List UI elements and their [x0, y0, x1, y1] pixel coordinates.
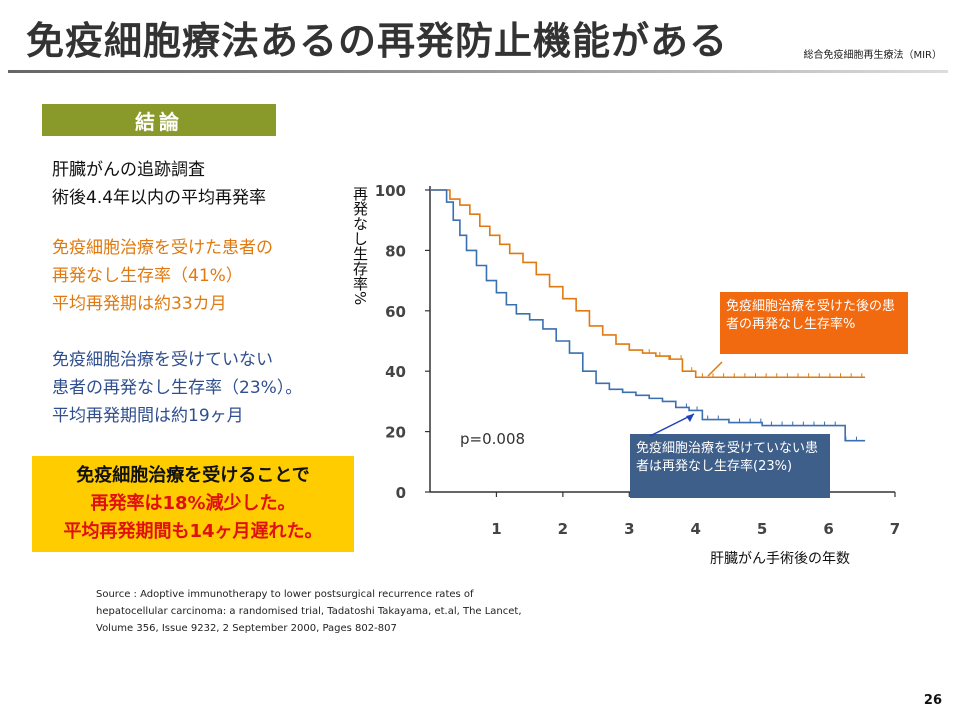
untreated-description: 免疫細胞治療を受けていない 患者の再発なし生存率（23%）。 平均再発期間は約1… [52, 346, 302, 430]
treated-description: 免疫細胞治療を受けた患者の 再発なし生存率（41%） 平均再発期は約33カ月 [52, 234, 273, 318]
page-title: 免疫細胞療法あるの再発防止機能がある [26, 19, 729, 63]
study-line2: 術後4.4年以内の平均再発率 [52, 188, 267, 208]
highlight-line3: 平均再発期間も14ヶ月遅れた。 [63, 521, 323, 542]
series-line-treated [430, 189, 866, 379]
treated-line3: 平均再発期は約33カ月 [52, 294, 227, 314]
chart-series [430, 189, 866, 442]
y-tick-label: 60 [385, 303, 406, 321]
x-tick-label: 1 [491, 520, 501, 538]
y-tick-label: 0 [396, 484, 406, 502]
treated-annotation-text: 免疫細胞治療を受けた後の患 [726, 298, 895, 314]
treated-annotation-bg [720, 292, 908, 354]
y-tick-label: 100 [375, 182, 406, 200]
study-description: 肝臓がんの追跡調査 術後4.4年以内の平均再発率 [52, 156, 266, 212]
treated-arrow [707, 361, 723, 377]
highlight-line2: 再発率は18%減少した。 [90, 493, 296, 514]
x-tick-label: 7 [890, 520, 900, 538]
title-divider [8, 70, 948, 73]
source-line1: Source : Adoptive immunotherapy to lower… [96, 589, 474, 600]
x-tick-label: 2 [558, 520, 568, 538]
p-value-label: p=0.008 [460, 430, 525, 448]
source-line3: Volume 356, Issue 9232, 2 September 2000… [96, 623, 397, 634]
untreated-line1: 免疫細胞治療を受けていない [52, 350, 273, 370]
untreated-arrowhead [686, 414, 694, 422]
x-tick-label: 5 [757, 520, 767, 538]
treated-line1: 免疫細胞治療を受けた患者の [52, 238, 273, 258]
source-line2: hepatocellular carcinoma: a randomised t… [96, 606, 522, 617]
series-line-untreated [430, 189, 866, 442]
x-axis-label: 肝臓がん手術後の年数 [710, 551, 850, 567]
y-tick-label: 40 [385, 363, 406, 381]
source-citation: Source : Adoptive immunotherapy to lower… [96, 586, 522, 637]
subtitle: 総合免疫細胞再生療法（MIR） [803, 50, 942, 61]
untreated-annotation-text: 者は再発なし生存率(23%) [636, 458, 792, 474]
x-tick-label: 6 [823, 520, 833, 538]
treated-line2: 再発なし生存率（41%） [52, 266, 243, 286]
untreated-annotation-bg [630, 434, 830, 498]
y-axis-label: 再発なし生存率% [351, 186, 369, 305]
untreated-line3: 平均再発期間は約19ヶ月 [52, 406, 244, 426]
untreated-line2: 患者の再発なし生存率（23%）。 [52, 378, 303, 398]
conclusion-label: 結論 [42, 104, 276, 136]
y-tick-label: 20 [385, 424, 406, 442]
x-tick-label: 4 [690, 520, 700, 538]
untreated-arrow [649, 413, 695, 437]
chart-ticks: 0 20 40 60 80 100 1 2 3 4 5 6 7 再発なし生存率% 肝臓がん手術後の年数 p=0… [351, 182, 900, 567]
untreated-annotation-text: 免疫細胞治療を受けていない患 [636, 440, 818, 456]
x-tick-label: 3 [624, 520, 634, 538]
y-tick-label: 80 [385, 242, 406, 260]
page-number: 26 [923, 693, 942, 708]
highlight-box: 免疫細胞治療を受けることで 再発率は18%減少した。 平均再発期間も14ヶ月遅れ… [32, 456, 354, 552]
study-line1: 肝臓がんの追跡調査 [52, 160, 205, 180]
highlight-line1: 免疫細胞治療を受けることで [76, 465, 310, 486]
treated-annotation-text: 者の再発なし生存率% [726, 316, 855, 332]
